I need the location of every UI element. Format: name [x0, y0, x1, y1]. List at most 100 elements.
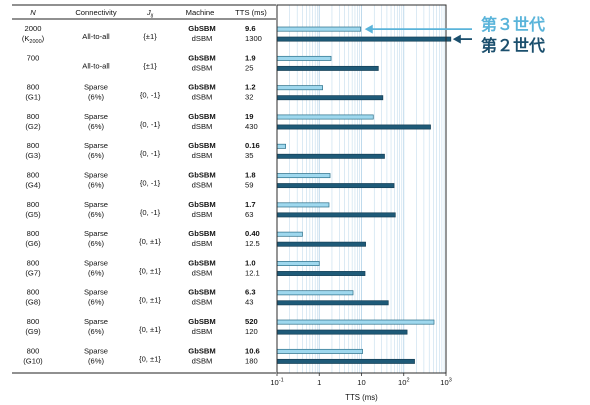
cell-jij: {0, -1} [140, 149, 161, 158]
cell-n: 800 [27, 288, 40, 297]
cell-machine-dsbm: dSBM [192, 181, 213, 190]
cell-jij: {0, -1} [140, 208, 161, 217]
cell-jij: {0, ±1} [139, 325, 161, 334]
cell-connectivity-pct: (6%) [88, 122, 105, 131]
bar-gbsbm [276, 173, 331, 179]
bar-gbsbm [276, 261, 320, 266]
cell-tts-dsbm: 25 [245, 63, 253, 72]
gen2-arrow-head [452, 34, 461, 44]
cell-tts-dsbm: 430 [245, 122, 258, 131]
cell-connectivity: Sparse [84, 229, 108, 238]
cell-tts-dsbm: 1300 [245, 34, 262, 43]
cell-connectivity-pct: (6%) [88, 356, 105, 365]
bar-dsbm [276, 95, 384, 101]
cell-connectivity: Sparse [84, 112, 108, 121]
bar-dsbm [276, 241, 366, 247]
header-jij: Jij [146, 8, 154, 19]
cell-tts-gbsbm: 6.3 [245, 288, 256, 297]
x-tick-label: 103 [440, 378, 452, 388]
bar-dsbm [276, 36, 452, 42]
bar-dsbm [276, 153, 385, 159]
cell-tts-gbsbm: 1.0 [245, 258, 256, 267]
bar-dsbm [276, 271, 366, 276]
cell-n-sub: (G1) [25, 93, 41, 102]
cell-connectivity: Sparse [84, 346, 108, 355]
cell-n: 2000 [25, 24, 42, 33]
cell-machine-gbsbm: GbSBM [188, 200, 215, 209]
gen3-arrow-head [364, 24, 373, 34]
cell-n: 800 [27, 83, 40, 92]
bar-dsbm [276, 124, 431, 130]
cell-tts-dsbm: 120 [245, 327, 258, 336]
cell-connectivity: Sparse [84, 83, 108, 92]
cell-tts-dsbm: 35 [245, 151, 253, 160]
cell-connectivity-pct: (6%) [88, 93, 105, 102]
cell-jij: {0, ±1} [139, 296, 161, 305]
cell-n-sub: (G2) [25, 122, 41, 131]
cell-machine-gbsbm: GbSBM [188, 24, 215, 33]
cell-machine-gbsbm: GbSBM [188, 258, 215, 267]
cell-machine-dsbm: dSBM [192, 298, 213, 307]
cell-connectivity-pct: (6%) [88, 181, 105, 190]
cell-n: 700 [27, 53, 40, 62]
cell-n-sub: (K2000) [22, 34, 45, 45]
cell-connectivity-pct: (6%) [88, 327, 105, 336]
cell-machine-gbsbm: GbSBM [188, 229, 215, 238]
cell-tts-gbsbm: 520 [245, 317, 258, 326]
bar-gbsbm [276, 231, 303, 237]
bar-dsbm [276, 358, 415, 364]
cell-tts-gbsbm: 0.16 [245, 141, 260, 150]
cell-jij: {0, -1} [140, 91, 161, 100]
bar-gbsbm [276, 202, 330, 208]
cell-machine-dsbm: dSBM [192, 239, 213, 248]
x-tick-label: 1 [317, 378, 321, 387]
cell-n-sub: (G3) [25, 151, 41, 160]
bar-dsbm [276, 65, 379, 71]
cell-tts-dsbm: 59 [245, 181, 253, 190]
x-axis-label: TTS (ms) [345, 393, 378, 402]
cell-connectivity: Sparse [84, 171, 108, 180]
cell-connectivity: Sparse [84, 141, 108, 150]
cell-tts-dsbm: 12.5 [245, 239, 260, 248]
cell-jij: {0, ±1} [139, 354, 161, 363]
bar-gbsbm [276, 55, 332, 61]
cell-machine-gbsbm: GbSBM [188, 53, 215, 62]
x-tick-label: 102 [398, 378, 410, 388]
cell-machine-dsbm: dSBM [192, 93, 213, 102]
gen2-label: 第２世代 [481, 36, 545, 55]
cell-n-sub: (G4) [25, 181, 41, 190]
header-tts: TTS (ms) [235, 8, 267, 17]
cell-tts-dsbm: 43 [245, 298, 253, 307]
cell-n-sub: (G8) [25, 298, 41, 307]
cell-n: 800 [27, 258, 40, 267]
cell-machine-dsbm: dSBM [192, 34, 213, 43]
x-tick-label: 10 [357, 378, 365, 387]
cell-jij: {±1} [143, 61, 157, 70]
cell-machine-gbsbm: GbSBM [188, 141, 215, 150]
cell-machine-gbsbm: GbSBM [188, 288, 215, 297]
cell-machine-dsbm: dSBM [192, 356, 213, 365]
bar-dsbm [276, 183, 395, 189]
header-machine: Machine [186, 8, 215, 17]
cell-tts-gbsbm: 1.7 [245, 200, 256, 209]
bar-dsbm [276, 300, 389, 306]
cell-connectivity: Sparse [84, 200, 108, 209]
bar-gbsbm [276, 114, 374, 120]
bar-dsbm [276, 329, 408, 335]
cell-n-sub: (G9) [25, 327, 41, 336]
cell-tts-gbsbm: 1.9 [245, 53, 256, 62]
cell-connectivity-pct: (6%) [88, 210, 105, 219]
cell-machine-dsbm: dSBM [192, 210, 213, 219]
bar-gbsbm [276, 290, 354, 296]
cell-n-sub: (G7) [25, 268, 41, 277]
cell-machine-gbsbm: GbSBM [188, 83, 215, 92]
bar-gbsbm [276, 348, 363, 354]
